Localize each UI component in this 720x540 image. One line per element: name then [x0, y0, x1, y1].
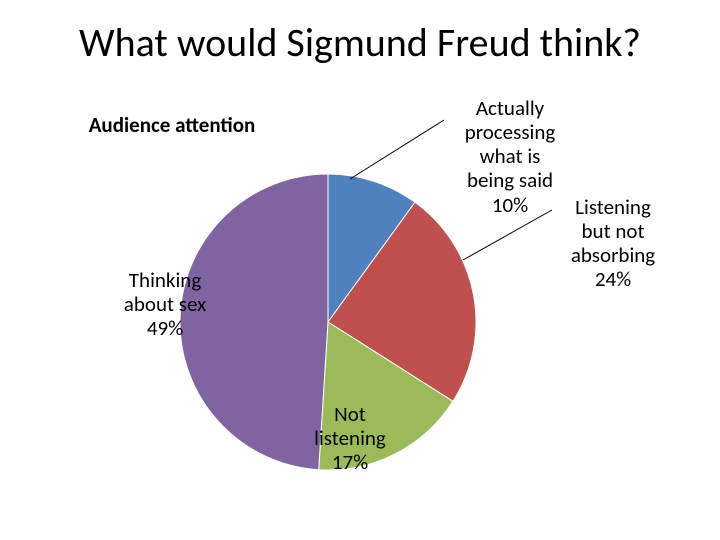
slice-label: Thinking about sex 49%	[100, 268, 230, 340]
slide: What would Sigmund Freud think? Audience…	[0, 0, 720, 540]
slice-label: Not listening 17%	[290, 402, 410, 474]
leader-line	[350, 120, 444, 179]
slice-label: Listening but not absorbing 24%	[548, 195, 678, 292]
